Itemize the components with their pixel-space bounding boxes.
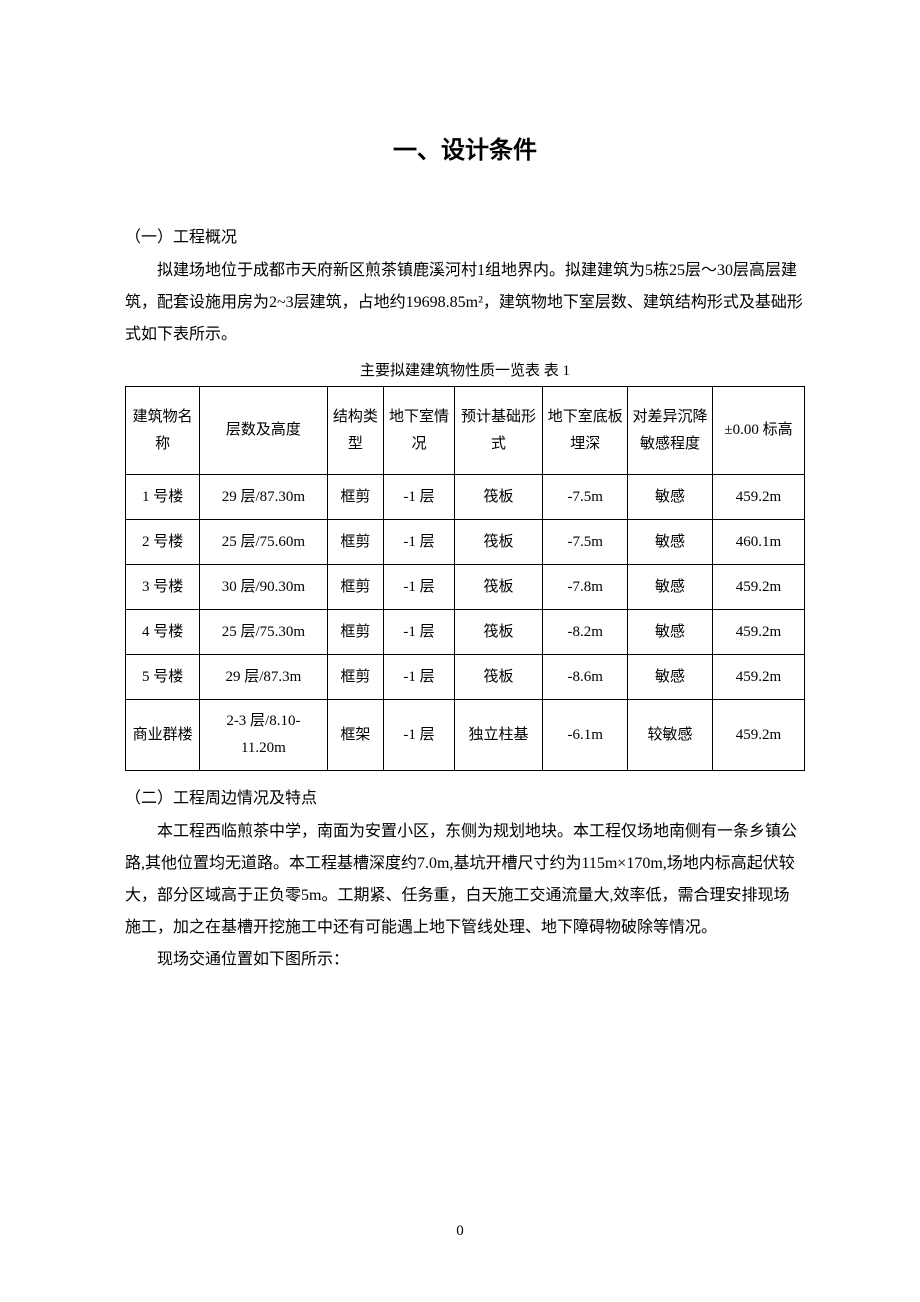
table-cell: 4 号楼: [126, 610, 200, 655]
table-cell: -1 层: [384, 610, 455, 655]
table-cell: 框架: [327, 700, 384, 771]
table-cell: 2 号楼: [126, 520, 200, 565]
table-cell: -1 层: [384, 655, 455, 700]
section-2: （二）工程周边情况及特点 本工程西临煎茶中学，南面为安置小区，东侧为规划地块。本…: [125, 781, 805, 976]
table-cell: -7.5m: [543, 475, 628, 520]
table-cell: 29 层/87.3m: [200, 655, 327, 700]
page-number: 0: [0, 1223, 920, 1240]
section-2-paragraph-1: 本工程西临煎茶中学，南面为安置小区，东侧为规划地块。本工程仅场地南侧有一条乡镇公…: [125, 816, 805, 944]
table-caption: 主要拟建建筑物性质一览表 表 1: [125, 359, 805, 380]
table-header: 地下室底板埋深: [543, 387, 628, 475]
table-header: 对差异沉降敏感程度: [628, 387, 713, 475]
table-cell: 敏感: [628, 475, 713, 520]
section-1-heading: （一）工程概况: [125, 220, 805, 255]
section-1-paragraph: 拟建场地位于成都市天府新区煎茶镇鹿溪河村1组地界内。拟建建筑为5栋25层～30层…: [125, 255, 805, 351]
table-cell: 敏感: [628, 655, 713, 700]
table-row: 3 号楼 30 层/90.30m 框剪 -1 层 筏板 -7.8m 敏感 459…: [126, 565, 805, 610]
table-cell: -7.8m: [543, 565, 628, 610]
table-header: 地下室情况: [384, 387, 455, 475]
table-cell: 框剪: [327, 655, 384, 700]
table-cell: 1 号楼: [126, 475, 200, 520]
table-cell: 框剪: [327, 610, 384, 655]
table-cell: 敏感: [628, 520, 713, 565]
table-cell: -1 层: [384, 520, 455, 565]
table-header: 预计基础形式: [454, 387, 542, 475]
table-cell: 筏板: [454, 565, 542, 610]
table-row: 2 号楼 25 层/75.60m 框剪 -1 层 筏板 -7.5m 敏感 460…: [126, 520, 805, 565]
table-header: 结构类型: [327, 387, 384, 475]
table-cell: -1 层: [384, 700, 455, 771]
table-row: 5 号楼 29 层/87.3m 框剪 -1 层 筏板 -8.6m 敏感 459.…: [126, 655, 805, 700]
table-cell: 筏板: [454, 655, 542, 700]
section-2-heading: （二）工程周边情况及特点: [125, 781, 805, 816]
table-cell: 较敏感: [628, 700, 713, 771]
table-cell: 2-3 层/8.10-11.20m: [200, 700, 327, 771]
table-cell: 框剪: [327, 565, 384, 610]
table-cell: 3 号楼: [126, 565, 200, 610]
table-cell: 25 层/75.60m: [200, 520, 327, 565]
section-2-paragraph-2: 现场交通位置如下图所示：: [125, 944, 805, 976]
building-properties-table: 建筑物名称 层数及高度 结构类型 地下室情况 预计基础形式 地下室底板埋深 对差…: [125, 386, 805, 771]
table-cell: 459.2m: [712, 700, 804, 771]
page-title: 一、设计条件: [125, 130, 805, 165]
table-row: 4 号楼 25 层/75.30m 框剪 -1 层 筏板 -8.2m 敏感 459…: [126, 610, 805, 655]
table-cell: 459.2m: [712, 610, 804, 655]
table-cell: 459.2m: [712, 565, 804, 610]
table-header: ±0.00 标高: [712, 387, 804, 475]
table-cell: 商业群楼: [126, 700, 200, 771]
table-cell: -6.1m: [543, 700, 628, 771]
table-cell: 敏感: [628, 565, 713, 610]
table-cell: 筏板: [454, 610, 542, 655]
table-cell: 框剪: [327, 520, 384, 565]
table-cell: 筏板: [454, 475, 542, 520]
table-header: 建筑物名称: [126, 387, 200, 475]
table-cell: 29 层/87.30m: [200, 475, 327, 520]
table-cell: -1 层: [384, 475, 455, 520]
table-cell: 5 号楼: [126, 655, 200, 700]
section-1: （一）工程概况 拟建场地位于成都市天府新区煎茶镇鹿溪河村1组地界内。拟建建筑为5…: [125, 220, 805, 351]
table-header-row: 建筑物名称 层数及高度 结构类型 地下室情况 预计基础形式 地下室底板埋深 对差…: [126, 387, 805, 475]
table-row: 1 号楼 29 层/87.30m 框剪 -1 层 筏板 -7.5m 敏感 459…: [126, 475, 805, 520]
table-header: 层数及高度: [200, 387, 327, 475]
table-cell: 25 层/75.30m: [200, 610, 327, 655]
table-cell: 459.2m: [712, 475, 804, 520]
table-row: 商业群楼 2-3 层/8.10-11.20m 框架 -1 层 独立柱基 -6.1…: [126, 700, 805, 771]
table-cell: 460.1m: [712, 520, 804, 565]
table-cell: 筏板: [454, 520, 542, 565]
table-cell: -1 层: [384, 565, 455, 610]
table-cell: -8.6m: [543, 655, 628, 700]
table-cell: 459.2m: [712, 655, 804, 700]
table-cell: 独立柱基: [454, 700, 542, 771]
table-cell: 30 层/90.30m: [200, 565, 327, 610]
table-cell: 敏感: [628, 610, 713, 655]
table-cell: -8.2m: [543, 610, 628, 655]
table-cell: -7.5m: [543, 520, 628, 565]
table-cell: 框剪: [327, 475, 384, 520]
